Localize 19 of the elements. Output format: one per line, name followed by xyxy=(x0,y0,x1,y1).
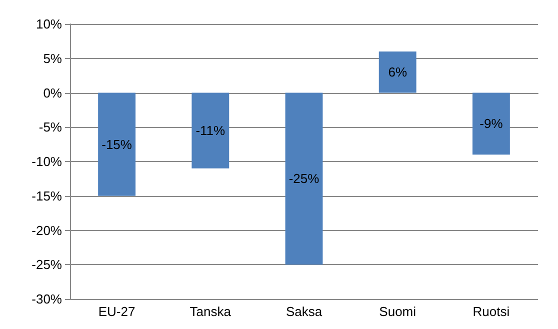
x-tick-label: Suomi xyxy=(379,304,416,319)
y-tick-label: 5% xyxy=(43,50,62,66)
data-label: 6% xyxy=(388,64,408,80)
y-tick-label: -10% xyxy=(32,154,62,169)
y-tick-label: -25% xyxy=(32,257,62,272)
y-tick-label: -5% xyxy=(38,120,62,135)
x-tick-label: Tanska xyxy=(190,304,232,319)
y-tick-label: -30% xyxy=(32,292,62,306)
y-tick-label: -15% xyxy=(32,188,62,204)
x-tick-label: Saksa xyxy=(286,304,323,319)
x-tick-label: EU-27 xyxy=(98,304,136,319)
data-label: -9% xyxy=(480,116,504,132)
x-tick-label: Ruotsi xyxy=(472,304,510,319)
y-tick-label: 0% xyxy=(43,85,62,100)
data-label: -25% xyxy=(288,171,320,186)
y-tick-label: 10% xyxy=(36,16,62,32)
data-label: -11% xyxy=(196,123,226,138)
y-tick-label: -20% xyxy=(32,222,62,238)
data-label: -15% xyxy=(102,136,132,152)
